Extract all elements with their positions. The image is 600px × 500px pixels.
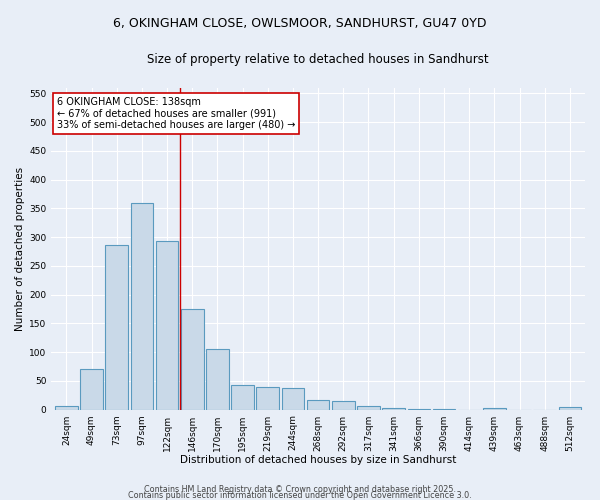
Bar xyxy=(433,409,455,410)
Bar xyxy=(231,385,254,409)
Bar xyxy=(281,388,304,409)
Bar xyxy=(357,406,380,409)
Bar xyxy=(256,386,279,409)
Bar xyxy=(55,406,78,409)
Bar xyxy=(181,309,203,410)
Bar xyxy=(106,244,128,410)
Y-axis label: Number of detached properties: Number of detached properties xyxy=(15,166,25,330)
X-axis label: Distribution of detached houses by size in Sandhurst: Distribution of detached houses by size … xyxy=(180,455,457,465)
Text: 6, OKINGHAM CLOSE, OWLSMOOR, SANDHURST, GU47 0YD: 6, OKINGHAM CLOSE, OWLSMOOR, SANDHURST, … xyxy=(113,18,487,30)
Bar xyxy=(407,409,430,410)
Bar xyxy=(307,400,329,409)
Bar xyxy=(483,408,506,410)
Bar xyxy=(382,408,405,410)
Text: Contains HM Land Registry data © Crown copyright and database right 2025.: Contains HM Land Registry data © Crown c… xyxy=(144,484,456,494)
Text: 6 OKINGHAM CLOSE: 138sqm
← 67% of detached houses are smaller (991)
33% of semi-: 6 OKINGHAM CLOSE: 138sqm ← 67% of detach… xyxy=(56,97,295,130)
Bar xyxy=(131,202,153,410)
Bar xyxy=(559,408,581,410)
Title: Size of property relative to detached houses in Sandhurst: Size of property relative to detached ho… xyxy=(148,52,489,66)
Bar xyxy=(206,349,229,410)
Bar xyxy=(80,370,103,410)
Bar xyxy=(332,401,355,409)
Text: Contains public sector information licensed under the Open Government Licence 3.: Contains public sector information licen… xyxy=(128,490,472,500)
Bar xyxy=(156,241,178,410)
